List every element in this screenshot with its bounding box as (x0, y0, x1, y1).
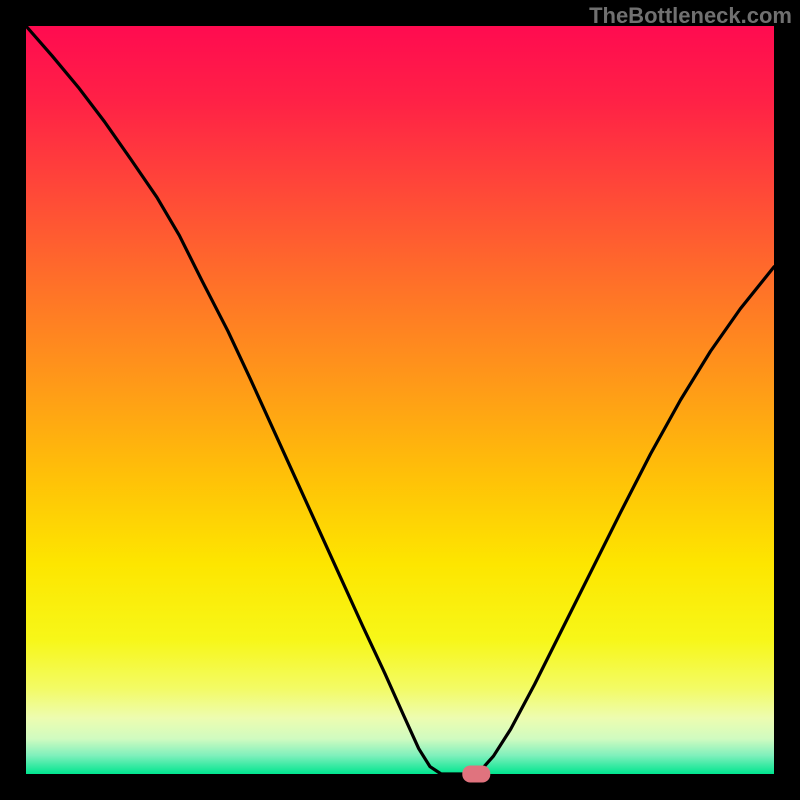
plot-gradient-background (26, 26, 774, 774)
optimal-point-marker (462, 766, 490, 783)
chart-container: TheBottleneck.com (0, 0, 800, 800)
watermark-text: TheBottleneck.com (589, 3, 792, 29)
bottleneck-chart (0, 0, 800, 800)
